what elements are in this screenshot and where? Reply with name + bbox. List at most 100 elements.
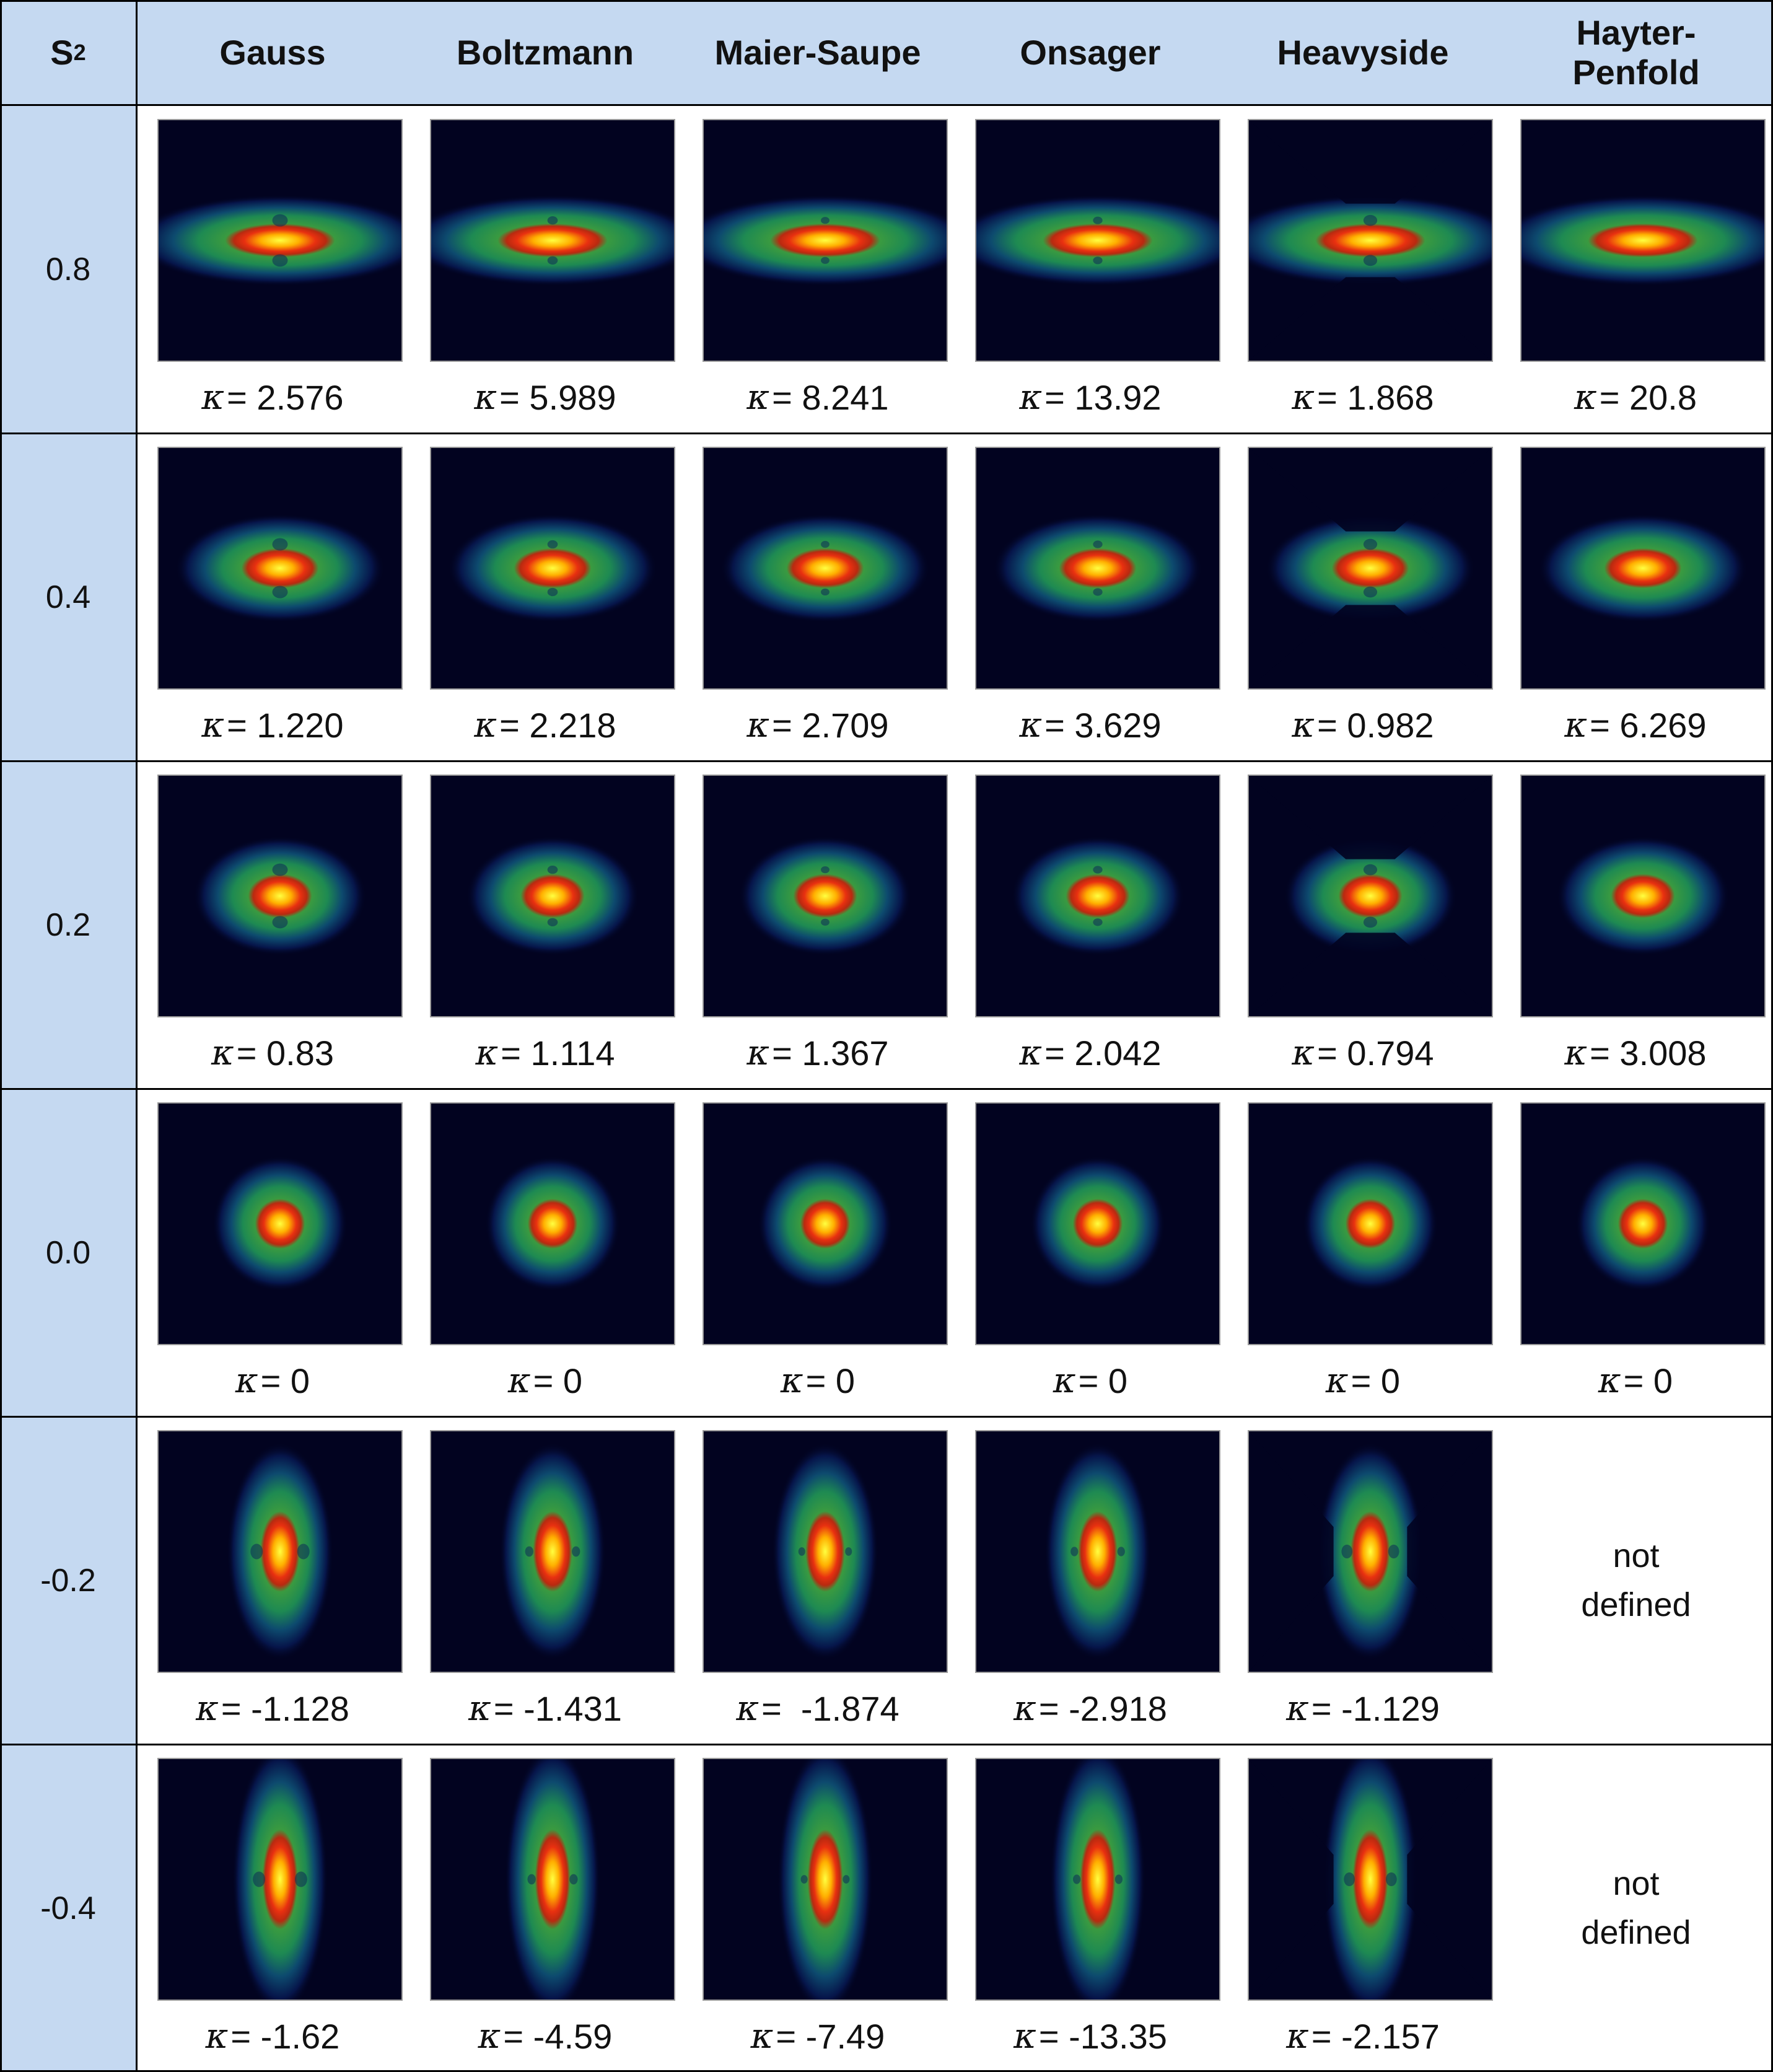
scattering-pattern-image [975,447,1220,690]
kappa-symbol: κ [1286,1688,1309,1729]
scattering-pattern-image [157,775,403,1017]
kappa-symbol: κ [1574,377,1597,418]
kappa-value: = 3.629 [1044,705,1162,745]
row-label: -0.4 [40,1890,96,1926]
kappa-symbol: κ [196,1688,219,1729]
row-label: 0.8 [45,251,91,288]
kappa-label: κ = 13.92 [954,375,1227,419]
kappa-symbol: κ [475,1032,499,1073]
column-header: Gauss [219,32,326,72]
scattering-pattern-image [157,447,403,690]
scattering-pattern-image [975,775,1220,1017]
scattering-pattern-image [157,1758,403,2001]
kappa-symbol: κ [1292,1032,1315,1073]
kappa-symbol: κ [1325,1360,1349,1401]
kappa-value: = -1.62 [230,2016,340,2056]
grid-line [0,432,1773,434]
kappa-symbol: κ [1564,705,1588,745]
not-defined-text: not defined [1581,1537,1691,1623]
kappa-value: = 0 [260,1361,310,1400]
scattering-pattern-image [1248,1758,1493,2001]
kappa-label: κ = 6.269 [1499,703,1772,747]
kappa-symbol: κ [1019,1032,1043,1073]
kappa-label: κ = 5.989 [409,375,681,419]
grid-line [0,2070,1773,2072]
kappa-label: κ = 0 [954,1359,1227,1402]
scattering-pattern-image [1248,1102,1493,1345]
scattering-pattern-image [703,1758,948,2001]
kappa-value: = 1.367 [772,1033,889,1073]
kappa-label: κ = -2.918 [954,1687,1227,1730]
grid-line [0,1416,1773,1418]
kappa-symbol: κ [750,2016,774,2057]
grid-line [0,760,1773,762]
kappa-value: = 3.008 [1590,1033,1707,1073]
kappa-symbol: κ [1053,1360,1076,1401]
kappa-value: = 1.220 [227,705,344,745]
kappa-symbol: κ [205,2016,229,2057]
kappa-label: κ = 1.367 [681,1031,954,1074]
scattering-pattern-image [975,1102,1220,1345]
kappa-label: κ = 3.629 [954,703,1227,747]
scattering-pattern-image [157,1102,403,1345]
kappa-value: = 0.794 [1317,1033,1434,1073]
scattering-pattern-image [1520,447,1766,690]
scattering-pattern-image [975,119,1220,362]
kappa-value: = 0 [1078,1361,1128,1400]
kappa-label: κ = -1.128 [136,1687,409,1730]
kappa-symbol: κ [201,377,225,418]
kappa-symbol: κ [468,1688,491,1729]
kappa-value: = 0.982 [1317,705,1434,745]
kappa-label: κ = -4.59 [409,2014,681,2058]
kappa-label: κ = 2.709 [681,703,954,747]
kappa-symbol: κ [746,1032,770,1073]
kappa-label: κ = 0 [409,1359,681,1402]
kappa-symbol: κ [1292,705,1315,745]
grid-line [0,1088,1773,1090]
kappa-symbol: κ [1019,705,1043,745]
kappa-symbol: κ [1013,2016,1036,2057]
kappa-symbol: κ [780,1360,803,1401]
scattering-pattern-image [975,1430,1220,1673]
kappa-value: = -1.874 [761,1688,900,1728]
kappa-value: = 2.576 [227,377,344,417]
not-defined-text: not defined [1581,1865,1691,1951]
row-label: 0.2 [45,906,91,943]
kappa-label: κ = 2.042 [954,1031,1227,1074]
scattering-pattern-image [703,775,948,1017]
kappa-label: κ = -1.129 [1227,1687,1499,1730]
kappa-label: κ = 0 [1499,1359,1772,1402]
row-label: 0.0 [45,1234,91,1271]
scattering-pattern-image [975,1758,1220,2001]
kappa-label: κ = 20.8 [1499,375,1772,419]
kappa-label: κ = 0.982 [1227,703,1499,747]
kappa-symbol: κ [1598,1360,1621,1401]
kappa-label: κ = -7.49 [681,2014,954,2058]
kappa-symbol: κ [746,377,770,418]
kappa-value: = 5.989 [499,377,616,417]
kappa-label: κ = 0.794 [1227,1031,1499,1074]
scattering-pattern-image [1248,775,1493,1017]
kappa-value: = 0 [533,1361,583,1400]
scattering-pattern-image [430,775,675,1017]
kappa-label: κ = 2.576 [136,375,409,419]
scattering-pattern-image [1248,447,1493,690]
kappa-symbol: κ [736,1688,760,1729]
s2-symbol: S [50,32,74,72]
grid-line [0,1744,1773,1745]
kappa-label: κ = -1.874 [681,1687,954,1730]
kappa-label: κ = 3.008 [1499,1031,1772,1074]
kappa-label: κ = 1.114 [409,1031,681,1074]
s2-subscript: 2 [73,40,86,66]
kappa-label: κ = 8.241 [681,375,954,419]
scattering-pattern-image [157,1430,403,1673]
kappa-value: = 6.269 [1590,705,1707,745]
kappa-label: κ = 0 [1227,1359,1499,1402]
kappa-value: = 13.92 [1044,377,1162,417]
kappa-label: κ = -2.157 [1227,2014,1499,2058]
kappa-symbol: κ [1013,1688,1036,1729]
kappa-symbol: κ [1564,1032,1588,1073]
kappa-value: = -2.157 [1311,2016,1440,2056]
grid-line [0,0,2,2072]
